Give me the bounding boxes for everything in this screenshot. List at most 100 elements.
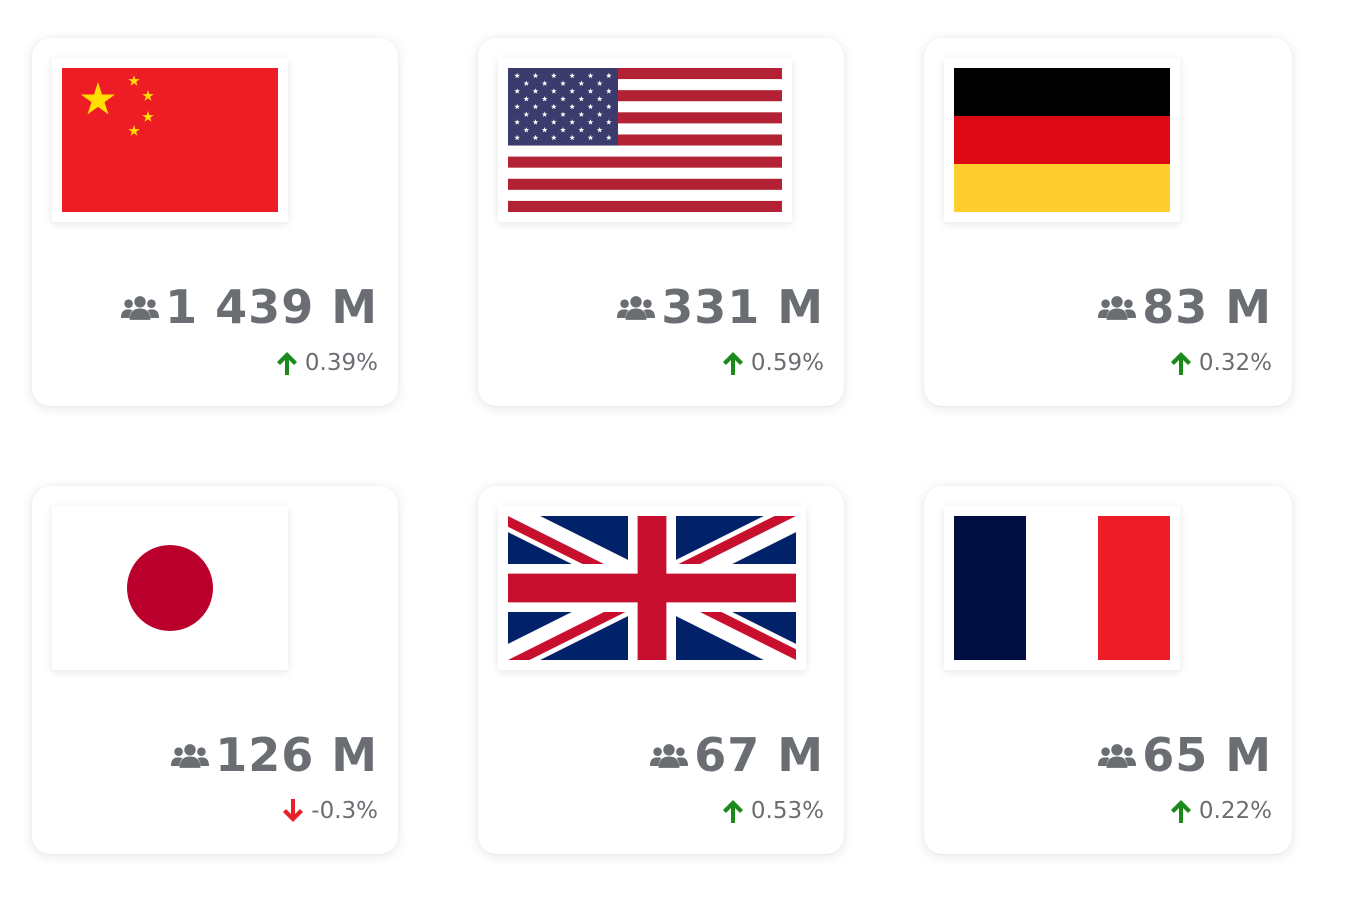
us-star: [514, 103, 521, 110]
us-star: [541, 96, 548, 102]
growth-rate: -0.3%: [281, 798, 378, 824]
us-star: [605, 72, 612, 79]
country-card-germany[interactable]: 83 M 0.32%: [924, 38, 1292, 406]
population-value: 65 M: [1098, 732, 1272, 778]
growth-rate: 0.59%: [721, 350, 824, 376]
uk-flag-icon: [508, 516, 796, 660]
france-flag-icon: [954, 516, 1170, 660]
us-star: [560, 127, 566, 133]
us-star: [514, 72, 521, 79]
us-star: [578, 111, 585, 117]
us-star: [514, 119, 521, 125]
growth-rate: 0.22%: [1169, 798, 1272, 824]
flag-frame: [944, 506, 1180, 670]
us-star: [596, 96, 603, 102]
us-star: [605, 134, 612, 141]
users-icon: [1098, 294, 1136, 321]
population-value: 83 M: [1098, 284, 1272, 330]
us-star: [569, 103, 576, 110]
usa-flag-icon: [508, 68, 782, 212]
flag-frame: [52, 506, 288, 670]
us-star: [541, 80, 548, 86]
us-star: [550, 119, 557, 125]
us-star: [560, 111, 566, 117]
us-star: [532, 134, 539, 141]
population-text: 83 M: [1142, 280, 1272, 334]
growth-rate: 0.32%: [1169, 350, 1272, 376]
population-text: 126 M: [215, 728, 378, 782]
us-star: [578, 80, 585, 86]
flag-frame: [498, 506, 806, 670]
japan-flag-icon: [52, 506, 288, 670]
us-star: [523, 127, 530, 133]
growth-rate: 0.53%: [721, 798, 824, 824]
us-star: [532, 119, 539, 125]
population-value: 67 M: [650, 732, 824, 778]
us-star: [587, 88, 594, 94]
us-star: [569, 119, 576, 125]
country-card-usa[interactable]: 331 M 0.59%: [478, 38, 844, 406]
users-icon: [121, 294, 159, 321]
users-icon: [617, 294, 655, 321]
us-star: [569, 72, 576, 79]
us-star: [514, 88, 521, 94]
us-star: [532, 72, 539, 79]
country-card-uk[interactable]: 67 M 0.53%: [478, 486, 844, 854]
arrow-up-icon: [721, 350, 745, 376]
us-star: [587, 72, 594, 79]
population-value: 126 M: [171, 732, 378, 778]
country-card-france[interactable]: 65 M 0.22%: [924, 486, 1292, 854]
us-star: [550, 72, 557, 79]
us-star: [587, 119, 594, 125]
arrow-up-icon: [1169, 350, 1193, 376]
growth-text: -0.3%: [311, 797, 378, 824]
us-star: [560, 80, 566, 86]
us-star: [514, 134, 521, 141]
population-value: 331 M: [617, 284, 824, 330]
china-flag-icon: [62, 68, 278, 212]
us-star: [605, 103, 612, 110]
growth-text: 0.32%: [1198, 349, 1272, 376]
arrow-up-icon: [275, 350, 299, 376]
users-icon: [171, 742, 209, 769]
us-star: [587, 134, 594, 141]
germany-flag-icon: [954, 68, 1170, 212]
population-text: 67 M: [694, 728, 824, 782]
growth-rate: 0.39%: [275, 350, 378, 376]
us-star: [578, 127, 585, 133]
country-card-china[interactable]: 1 439 M 0.39%: [32, 38, 398, 406]
us-star: [578, 96, 585, 102]
us-star: [550, 88, 557, 94]
country-card-japan[interactable]: 126 M -0.3%: [32, 486, 398, 854]
us-star: [523, 96, 530, 102]
us-star: [523, 111, 530, 117]
us-star: [569, 88, 576, 94]
population-text: 65 M: [1142, 728, 1272, 782]
us-star: [550, 103, 557, 110]
us-star: [541, 111, 548, 117]
us-star: [587, 103, 594, 110]
arrow-up-icon: [1169, 798, 1193, 824]
us-star: [560, 96, 566, 102]
arrow-down-icon: [281, 798, 305, 824]
us-star: [605, 119, 612, 125]
growth-text: 0.39%: [304, 349, 378, 376]
us-star: [605, 88, 612, 94]
users-icon: [1098, 742, 1136, 769]
flag-frame: [944, 58, 1180, 222]
us-star: [550, 134, 557, 141]
flag-frame: [498, 58, 792, 222]
us-star: [532, 88, 539, 94]
us-star: [523, 80, 530, 86]
us-star: [532, 103, 539, 110]
us-star: [569, 134, 576, 141]
flag-frame: [52, 58, 288, 222]
growth-text: 0.53%: [750, 797, 824, 824]
us-star: [596, 80, 603, 86]
population-value: 1 439 M: [121, 284, 378, 330]
users-icon: [650, 742, 688, 769]
growth-text: 0.59%: [750, 349, 824, 376]
population-text: 331 M: [661, 280, 824, 334]
arrow-up-icon: [721, 798, 745, 824]
